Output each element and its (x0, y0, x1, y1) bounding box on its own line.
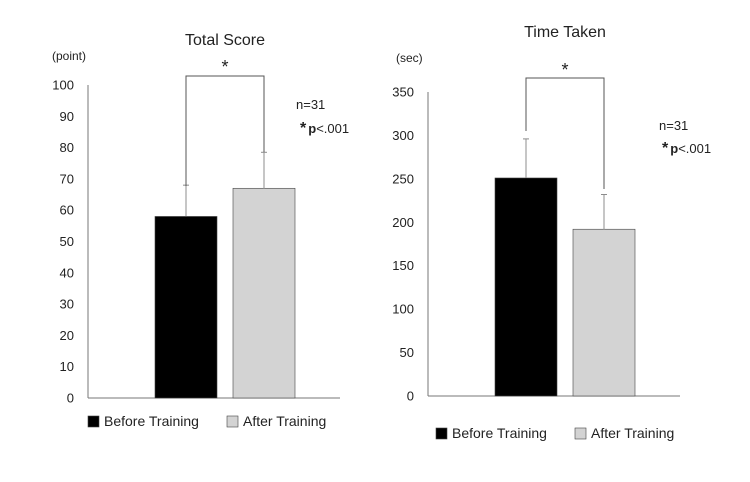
legend-swatch-after (226, 415, 239, 428)
y-tick-label: 90 (60, 109, 74, 124)
y-tick-label: 300 (392, 128, 414, 143)
p-value-label: * p<.001 (662, 140, 711, 157)
legend-swatch-after (574, 427, 587, 440)
p-value-label: * p<.001 (300, 120, 349, 137)
y-tick-label: 50 (60, 234, 74, 249)
y-tick-label: 250 (392, 171, 414, 186)
legend-label-before: Before Training (104, 413, 199, 429)
bar-after (572, 228, 636, 397)
y-axis-unit-label: (sec) (396, 51, 423, 65)
y-tick-label: 150 (392, 258, 414, 273)
y-tick-label: 80 (60, 140, 74, 155)
y-axis-unit-label: (point) (52, 49, 86, 63)
y-tick-label: 30 (60, 297, 74, 312)
significance-bracket (185, 75, 265, 186)
significance-bracket (525, 77, 605, 189)
y-tick-label: 60 (60, 203, 74, 218)
chart-1: Total Score (point) 0 10 20 30 40 50 60 70 80 90 100… (52, 32, 349, 429)
bar-before (494, 177, 558, 397)
y-tick-label: 0 (67, 391, 74, 406)
legend-label-before: Before Training (452, 425, 547, 441)
y-tick-label: 200 (392, 215, 414, 230)
y-tick-label: 100 (52, 78, 74, 93)
sample-size-label: n=31 (659, 118, 688, 133)
legend-swatch-before (87, 415, 100, 428)
y-tick-label: 50 (400, 345, 414, 360)
y-tick-label: 350 (392, 85, 414, 100)
bar-before (154, 216, 218, 399)
bar-after (232, 187, 296, 399)
significance-star: * (221, 57, 228, 77)
chart-title: Time Taken (524, 24, 606, 41)
y-tick-label: 20 (60, 328, 74, 343)
significance-star: * (561, 60, 568, 80)
sample-size-label: n=31 (296, 97, 325, 112)
legend-swatch-before (435, 427, 448, 440)
y-tick-label: 70 (60, 171, 74, 186)
chart-title: Total Score (185, 32, 265, 49)
y-tick-label: 0 (407, 389, 414, 404)
y-tick-label: 100 (392, 302, 414, 317)
chart-2: Time Taken (sec) 0 50 100 150 200 250 300 350 * n=3… (392, 24, 711, 441)
y-tick-label: 40 (60, 265, 74, 280)
legend-label-after: After Training (243, 413, 326, 429)
legend-label-after: After Training (591, 425, 674, 441)
y-tick-label: 10 (60, 359, 74, 374)
